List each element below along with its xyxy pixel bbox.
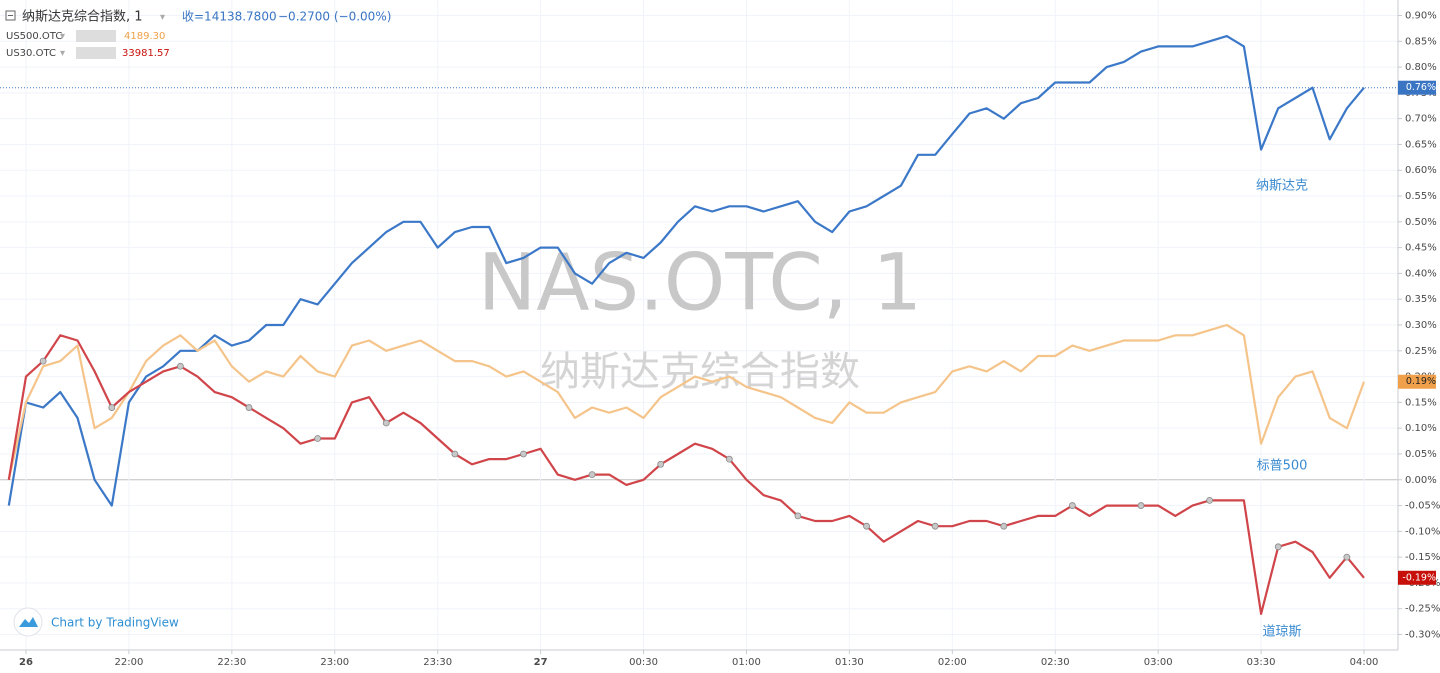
point-marker <box>588 471 596 479</box>
point-marker <box>725 455 733 463</box>
y-tick-label: -0.25% <box>1405 604 1440 615</box>
legend-symbol[interactable]: US500.OTC <box>6 31 62 42</box>
y-tick-label: 0.60% <box>1405 165 1437 176</box>
credit-text[interactable]: Chart by TradingView <box>51 616 179 630</box>
point-marker <box>794 512 802 520</box>
y-tick-label: 0.35% <box>1405 294 1437 305</box>
y-tick-label: 0.70% <box>1405 114 1437 125</box>
series-line <box>7 35 1365 507</box>
y-tick-label: 0.50% <box>1405 217 1437 228</box>
y-tick-label: 0.40% <box>1405 268 1437 279</box>
point-marker <box>863 522 870 530</box>
x-tick-label: 03:00 <box>1144 657 1173 668</box>
point-marker <box>1343 553 1351 561</box>
series-annotation: 标普500 <box>1257 459 1308 474</box>
dropdown-icon[interactable]: ▾ <box>60 48 65 59</box>
axes: 0.90%0.85%0.80%0.75%0.70%0.65%0.60%0.55%… <box>19 10 1440 668</box>
legend-change: −0.2700 (−0.00%) <box>278 10 391 24</box>
y-tick-label: -0.30% <box>1405 630 1440 641</box>
y-tick-label: 0.30% <box>1405 320 1437 331</box>
x-tick-label: 22:30 <box>217 657 246 668</box>
point-marker <box>1000 522 1008 530</box>
y-tick-label: 0.25% <box>1405 346 1437 357</box>
x-tick-label: 02:00 <box>938 657 967 668</box>
point-marker <box>931 522 939 530</box>
legend-symbol[interactable]: 纳斯达克综合指数, 1 <box>22 10 143 25</box>
point-marker <box>657 460 665 468</box>
point-marker <box>1068 502 1076 509</box>
last-value-badge <box>1398 374 1436 389</box>
watermark: NAS.OTC, 1 <box>478 238 922 328</box>
y-tick-label: 0.80% <box>1405 62 1437 73</box>
series-tools[interactable] <box>76 47 116 59</box>
point-marker <box>39 357 47 365</box>
point-marker <box>1206 496 1214 504</box>
x-tick-label: 23:00 <box>320 657 349 668</box>
x-tick-label: 02:30 <box>1041 657 1070 668</box>
y-tick-label: 0.15% <box>1405 397 1437 408</box>
collapse-icon[interactable] <box>5 10 16 21</box>
point-marker <box>176 362 184 370</box>
point-marker <box>1137 502 1145 509</box>
y-tick-label: 0.05% <box>1405 449 1437 460</box>
series-annotation: 道琼斯 <box>1262 625 1301 640</box>
y-tick-label: -0.10% <box>1405 526 1440 537</box>
y-tick-label: 0.00% <box>1405 475 1437 486</box>
y-tick-label: 0.10% <box>1405 423 1437 434</box>
x-tick-label: 26 <box>19 657 33 668</box>
y-tick-label: -0.05% <box>1405 501 1440 512</box>
legend-quote: 4189.30 <box>124 31 165 42</box>
series-line <box>7 323 1366 481</box>
y-tick-label: 0.55% <box>1405 191 1437 202</box>
y-tick-label: -0.15% <box>1405 552 1440 563</box>
legend: 纳斯达克综合指数, 1 ▾ 收=14138.7800 −0.2700 (−0.0… <box>5 10 391 59</box>
x-tick-label: 00:30 <box>629 657 658 668</box>
point-marker <box>314 435 322 442</box>
y-tick-label: 0.90% <box>1405 10 1437 21</box>
watermark-subtitle: 纳斯达克综合指数 <box>540 349 860 395</box>
x-tick-label: 03:30 <box>1247 657 1276 668</box>
x-tick-label: 27 <box>534 657 548 668</box>
x-tick-label: 01:30 <box>835 657 864 668</box>
x-tick-label: 01:00 <box>732 657 761 668</box>
last-value-label: 0.19% <box>1406 376 1436 387</box>
x-tick-label: 23:30 <box>423 657 452 668</box>
x-tick-label: 22:00 <box>115 657 144 668</box>
y-tick-label: 0.85% <box>1405 36 1437 47</box>
series-annotation: 纳斯达克 <box>1256 179 1308 194</box>
dropdown-icon[interactable]: ▾ <box>160 12 165 23</box>
last-value-badge <box>1398 80 1436 95</box>
legend-quote: 收=14138.7800 <box>182 10 277 24</box>
last-value-label: 0.76% <box>1406 82 1436 93</box>
credit[interactable]: Chart by TradingView <box>13 607 179 637</box>
dropdown-icon[interactable]: ▾ <box>60 31 65 42</box>
point-marker <box>520 450 527 458</box>
series-tools[interactable] <box>76 30 116 42</box>
point-marker <box>1274 543 1282 551</box>
point-marker <box>245 404 253 411</box>
point-marker <box>382 419 390 427</box>
legend-quote: 33981.57 <box>122 48 170 59</box>
last-value-label: -0.19% <box>1402 572 1436 583</box>
y-tick-label: 0.65% <box>1405 139 1437 150</box>
last-value-badge <box>1398 570 1436 585</box>
credit-logo <box>19 617 38 627</box>
point-marker <box>108 404 116 411</box>
y-tick-label: 0.45% <box>1405 243 1437 254</box>
grid <box>0 0 1398 650</box>
legend-symbol[interactable]: US30.OTC <box>6 48 56 59</box>
x-tick-label: 04:00 <box>1350 657 1379 668</box>
point-marker <box>451 450 459 458</box>
